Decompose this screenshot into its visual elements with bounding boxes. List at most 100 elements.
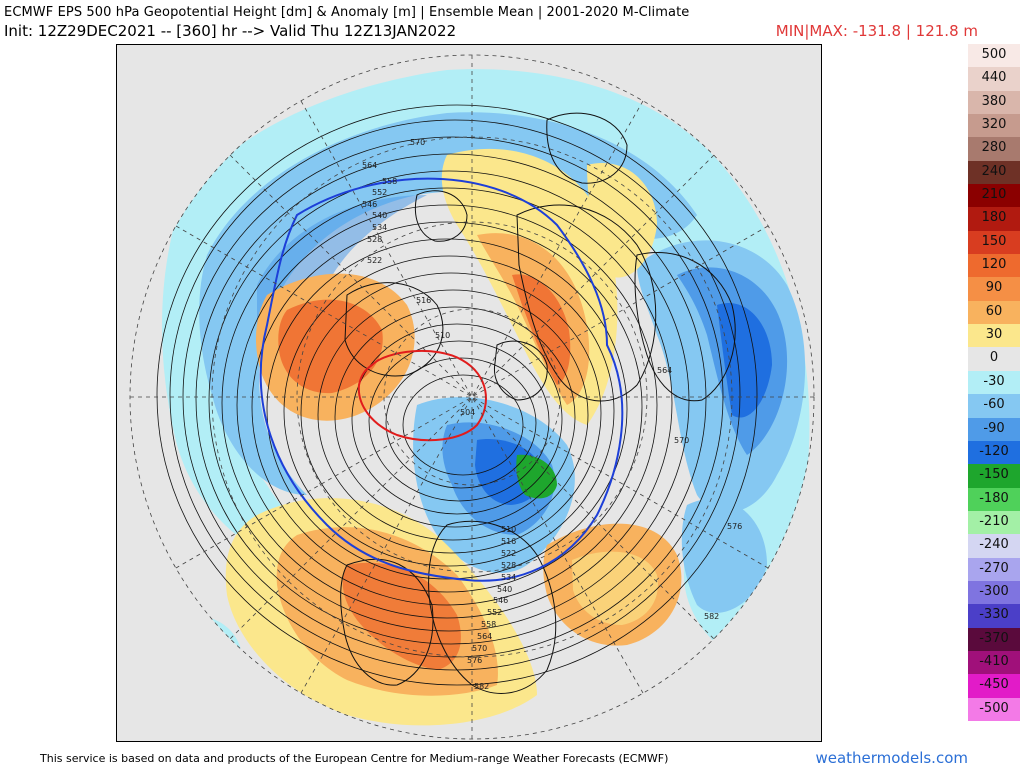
contour-label: 558 <box>382 177 397 186</box>
legend-label: 280 <box>981 140 1007 156</box>
legend-label: -180 <box>979 490 1009 506</box>
contour-label: 504 <box>460 408 475 417</box>
legend-row: -30 <box>968 370 1020 395</box>
legend-row: 440 <box>968 67 1020 91</box>
legend-label: 30 <box>985 327 1003 343</box>
legend-label: 440 <box>981 70 1007 86</box>
legend-label: 210 <box>981 187 1007 203</box>
contour-label: 516 <box>501 537 516 546</box>
legend-swatch <box>968 697 1020 721</box>
legend-label: 60 <box>985 303 1003 319</box>
legend-label: 120 <box>981 257 1007 273</box>
legend-row: -180 <box>968 487 1020 511</box>
map-title: ECMWF EPS 500 hPa Geopotential Height [d… <box>4 5 690 20</box>
legend-swatch <box>968 394 1020 418</box>
anomaly-legend: 500 440 380 320 280 240 210 180 150 120 90 60 30 0 -30… <box>968 44 1020 721</box>
legend-swatch <box>968 230 1020 255</box>
contour-label: 516 <box>416 296 431 305</box>
legend-label: 180 <box>981 210 1007 226</box>
contour-label: 522 <box>501 549 516 558</box>
legend-label: 500 <box>981 47 1007 62</box>
legend-label: -210 <box>979 513 1009 529</box>
contour-label: 552 <box>372 188 387 197</box>
legend-label: -330 <box>979 607 1009 623</box>
contour-label: 510 <box>501 525 516 534</box>
legend-row: 240 <box>968 160 1020 185</box>
legend-swatch <box>968 440 1020 465</box>
contour-label: 528 <box>501 561 516 570</box>
legend-label: -500 <box>979 700 1009 716</box>
legend-swatch <box>968 254 1020 278</box>
legend-row: -270 <box>968 557 1020 581</box>
legend-row: 60 <box>968 300 1020 325</box>
legend-label: -120 <box>979 443 1009 459</box>
contour-label: 540 <box>497 585 512 594</box>
legend-swatch <box>968 674 1020 698</box>
legend-label: -370 <box>979 630 1009 646</box>
legend-label: -30 <box>983 373 1005 389</box>
legend-swatch <box>968 207 1020 231</box>
coastlines <box>340 112 736 694</box>
legend-label: -410 <box>979 653 1009 669</box>
legend-swatch <box>968 324 1020 348</box>
legend-row: -450 <box>968 674 1020 698</box>
legend-label: -450 <box>979 677 1009 693</box>
legend-row: -500 <box>968 697 1020 721</box>
legend-swatch <box>968 510 1020 535</box>
legend-swatch <box>968 67 1020 91</box>
height-contours <box>156 104 758 686</box>
contour-label: 510 <box>435 331 450 340</box>
legend-swatch <box>968 44 1020 68</box>
legend-label: -150 <box>979 467 1009 483</box>
contour-label: 552 <box>487 608 502 617</box>
legend-label: -90 <box>983 420 1005 436</box>
legend-swatch <box>968 184 1020 208</box>
contour-label: 528 <box>367 235 382 244</box>
legend-label: -60 <box>983 397 1005 413</box>
legend-label: 320 <box>981 117 1007 133</box>
legend-row: -150 <box>968 464 1020 488</box>
legend-row: 150 <box>968 230 1020 255</box>
contour-label: 582 <box>704 612 719 621</box>
legend-label: -240 <box>979 537 1009 553</box>
legend-label: -270 <box>979 560 1009 576</box>
contour-label: 558 <box>481 620 496 629</box>
legend-swatch <box>968 417 1020 441</box>
legend-row: 320 <box>968 114 1020 138</box>
legend-label: -300 <box>979 583 1009 599</box>
legend-row: -120 <box>968 440 1020 465</box>
brand-link[interactable]: weathermodels.com <box>815 749 968 767</box>
map-subtitle: Init: 12Z29DEC2021 -- [360] hr --> Valid… <box>4 22 457 40</box>
min-max-readout: MIN|MAX: -131.8 | 121.8 m <box>775 22 978 40</box>
contour-label: 576 <box>467 656 482 665</box>
legend-row: 0 <box>968 347 1020 371</box>
legend-swatch <box>968 277 1020 301</box>
legend-swatch <box>968 487 1020 511</box>
legend-swatch <box>968 347 1020 371</box>
contour-label: 564 <box>657 366 672 375</box>
legend-label: 90 <box>985 280 1003 296</box>
ecmwf-credit: This service is based on data and produc… <box>40 752 669 765</box>
legend-swatch <box>968 627 1020 651</box>
legend-row: -300 <box>968 580 1020 605</box>
legend-row: 500 <box>968 44 1020 68</box>
legend-row: -210 <box>968 510 1020 535</box>
legend-swatch <box>968 464 1020 488</box>
legend-swatch <box>968 137 1020 161</box>
legend-row: 180 <box>968 207 1020 231</box>
legend-label: 0 <box>989 350 999 366</box>
legend-swatch <box>968 90 1020 115</box>
legend-row: 380 <box>968 90 1020 115</box>
legend-row: 90 <box>968 277 1020 301</box>
legend-row: -60 <box>968 394 1020 418</box>
legend-row: 120 <box>968 254 1020 278</box>
contour-label: 564 <box>362 161 377 170</box>
legend-swatch <box>968 534 1020 558</box>
contour-label: 546 <box>362 200 377 209</box>
legend-swatch <box>968 370 1020 395</box>
legend-label: 150 <box>981 233 1007 249</box>
legend-label: 240 <box>981 163 1007 179</box>
legend-row: -370 <box>968 627 1020 651</box>
red-contour <box>357 350 487 442</box>
legend-label: 380 <box>981 93 1007 109</box>
